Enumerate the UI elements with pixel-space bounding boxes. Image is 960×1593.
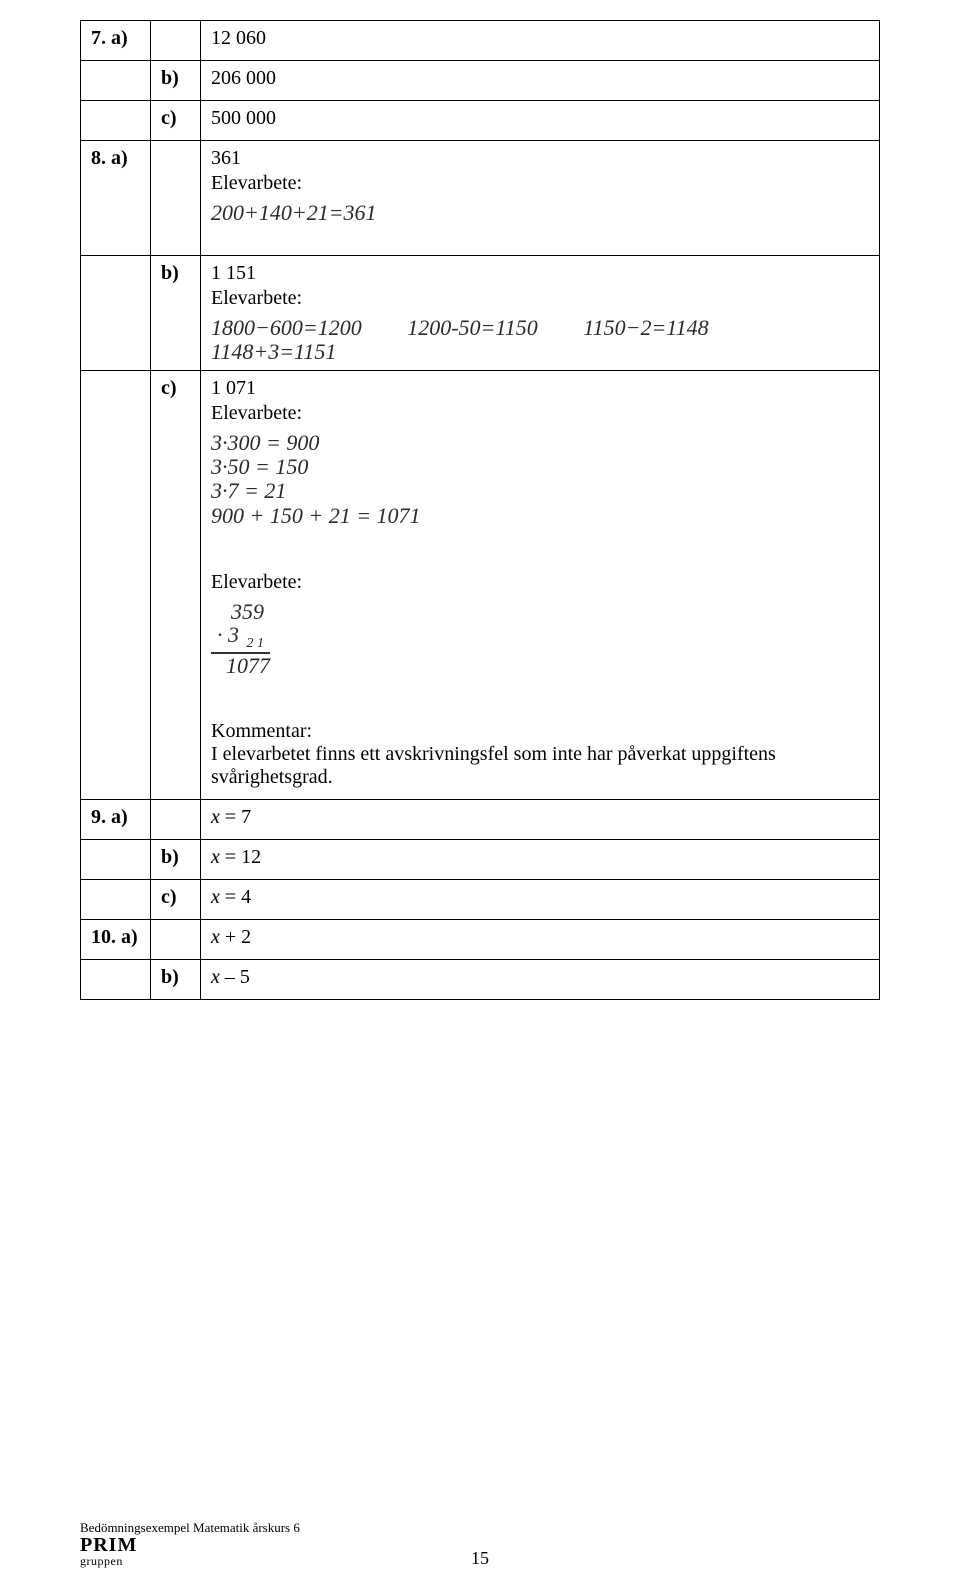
table-row: b) x – 5 <box>81 960 880 1000</box>
answer-cell: 361 Elevarbete: 200+140+21=361 <box>201 141 880 256</box>
table-row: b) 206 000 <box>81 61 880 101</box>
hw-line: 3·300 = 900 <box>211 431 869 455</box>
answer-rest: = 7 <box>220 806 251 828</box>
answer-cell: x = 12 <box>201 840 880 880</box>
answer-value: 1 151 <box>211 262 256 284</box>
sub-cell <box>151 920 201 960</box>
hw-segment: 1150−2=1148 <box>583 315 708 340</box>
mult-second: · 3 2 1 <box>211 623 270 654</box>
handwritten-work: 200+140+21=361 <box>211 201 869 235</box>
answer-var: x <box>211 886 220 908</box>
table-row: b) x = 12 <box>81 840 880 880</box>
answer-var: x <box>211 846 220 868</box>
sub-cell <box>151 21 201 61</box>
handwritten-work: 359 · 3 2 1 1077 <box>211 600 869 710</box>
vertical-multiplication: 359 · 3 2 1 1077 <box>211 600 270 677</box>
mult-carry: 2 1 <box>247 636 265 651</box>
question-cell: 10. a) <box>81 920 151 960</box>
sub-cell: b) <box>151 840 201 880</box>
hw-segment: 1148+3=1151 <box>211 339 336 364</box>
answer-cell: 206 000 <box>201 61 880 101</box>
hw-line: 3·50 = 150 <box>211 455 869 479</box>
answer-rest: = 12 <box>220 846 261 868</box>
sub-cell <box>151 141 201 256</box>
answer-var: x <box>211 806 220 828</box>
hw-segment: 1200-50=1150 <box>407 315 538 340</box>
table-row: 8. a) 361 Elevarbete: 200+140+21=361 <box>81 141 880 256</box>
answer-cell: 1 071 Elevarbete: 3·300 = 900 3·50 = 150… <box>201 371 880 800</box>
sub-cell: c) <box>151 371 201 800</box>
table-row: 9. a) x = 7 <box>81 800 880 840</box>
page-number: 15 <box>471 1548 489 1569</box>
sub-cell: b) <box>151 960 201 1000</box>
question-cell <box>81 371 151 800</box>
elevarbete-label: Elevarbete: <box>211 402 869 425</box>
question-cell <box>81 840 151 880</box>
answer-cell: 12 060 <box>201 21 880 61</box>
elevarbete-label: Elevarbete: <box>211 287 869 310</box>
answer-var: x <box>211 966 220 988</box>
answer-rest: = 4 <box>220 886 251 908</box>
sub-cell: b) <box>151 256 201 371</box>
kommentar-label: Kommentar: <box>211 720 869 743</box>
answer-cell: 500 000 <box>201 101 880 141</box>
question-cell <box>81 880 151 920</box>
sub-cell <box>151 800 201 840</box>
answer-var: x <box>211 926 220 948</box>
mult-operator-row: · 3 <box>217 622 239 647</box>
question-cell <box>81 256 151 371</box>
table-row: 7. a) 12 060 <box>81 21 880 61</box>
answer-rest: + 2 <box>220 926 251 948</box>
table-row: c) 500 000 <box>81 101 880 141</box>
table-row: 10. a) x + 2 <box>81 920 880 960</box>
page: 7. a) 12 060 b) 206 000 c) 500 000 8. a)… <box>0 0 960 1593</box>
question-cell: 7. a) <box>81 21 151 61</box>
answer-cell: x = 7 <box>201 800 880 840</box>
answer-cell: x = 4 <box>201 880 880 920</box>
table-row: c) x = 4 <box>81 880 880 920</box>
footer-caption: Bedömningsexempel Matematik årskurs 6 <box>80 1520 880 1536</box>
answer-cell: x – 5 <box>201 960 880 1000</box>
hw-line: 3·7 = 21 <box>211 479 869 503</box>
sub-cell: b) <box>151 61 201 101</box>
elevarbete-label: Elevarbete: <box>211 172 869 195</box>
answer-value: 1 071 <box>211 377 256 399</box>
kommentar-text: I elevarbetet finns ett avskrivningsfel … <box>211 743 869 789</box>
answer-value: 361 <box>211 147 241 169</box>
question-cell <box>81 960 151 1000</box>
table-row: c) 1 071 Elevarbete: 3·300 = 900 3·50 = … <box>81 371 880 800</box>
hw-line: 900 + 150 + 21 = 1071 <box>211 504 869 528</box>
answer-cell: 1 151 Elevarbete: 1800−600=1200 1200-50=… <box>201 256 880 371</box>
mult-result: 1077 <box>211 654 270 677</box>
table-row: b) 1 151 Elevarbete: 1800−600=1200 1200-… <box>81 256 880 371</box>
question-cell <box>81 61 151 101</box>
answer-cell: x + 2 <box>201 920 880 960</box>
hw-segment: 1800−600=1200 <box>211 315 362 340</box>
handwritten-work: 3·300 = 900 3·50 = 150 3·7 = 21 900 + 15… <box>211 431 869 561</box>
page-footer: Bedömningsexempel Matematik årskurs 6 PR… <box>80 1520 880 1569</box>
question-cell: 9. a) <box>81 800 151 840</box>
sub-cell: c) <box>151 101 201 141</box>
elevarbete-label: Elevarbete: <box>211 571 869 594</box>
mult-top: 359 <box>211 600 270 623</box>
sub-cell: c) <box>151 880 201 920</box>
question-cell <box>81 101 151 141</box>
question-cell: 8. a) <box>81 141 151 256</box>
answer-table: 7. a) 12 060 b) 206 000 c) 500 000 8. a)… <box>80 20 880 1000</box>
answer-rest: – 5 <box>220 966 250 988</box>
handwritten-work: 1800−600=1200 1200-50=1150 1150−2=1148 1… <box>211 316 869 350</box>
